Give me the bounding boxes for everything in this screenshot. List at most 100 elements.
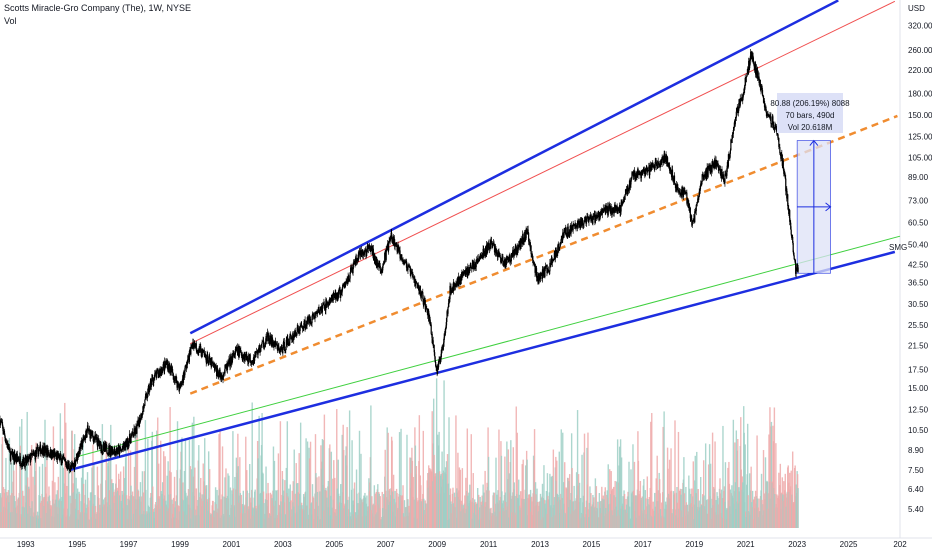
candle-body [71, 464, 73, 468]
trendline-red[interactable] [190, 0, 896, 345]
candle-body [4, 434, 6, 439]
candle-body [598, 211, 600, 218]
candle-body [294, 330, 296, 334]
candle-body [261, 341, 264, 343]
candle-body [752, 55, 754, 62]
candle-body [509, 254, 511, 261]
candle-body [736, 109, 738, 112]
volume-bar [558, 451, 560, 528]
volume-bar [387, 432, 389, 528]
volume-bar [633, 461, 636, 528]
candle-body [397, 245, 399, 253]
candle-body [525, 238, 527, 240]
candle-body [152, 377, 154, 382]
candle-body [318, 306, 320, 313]
candle-body [679, 194, 682, 196]
candle-body [576, 221, 579, 228]
candle-body [60, 454, 62, 458]
candle-body [528, 232, 530, 242]
candle-body [589, 215, 591, 219]
candle-body [456, 282, 458, 286]
candle-body [40, 449, 43, 451]
candle-body [489, 248, 491, 250]
candle-body [730, 139, 732, 151]
candle-body [3, 430, 6, 435]
candle-body [779, 147, 781, 154]
price-tick-label: 180.00 [908, 90, 932, 99]
candle-body [340, 292, 342, 298]
volume-bar [746, 423, 749, 528]
candle-body [573, 224, 575, 226]
trendlines[interactable] [69, 0, 901, 472]
volume-bar [170, 472, 172, 528]
volume-bar [748, 473, 751, 528]
price-axis[interactable]: USD 320.00 260.00 220.00 180.00 150.00 125.00… [908, 4, 932, 514]
candle-body [750, 51, 752, 57]
candle-body [685, 191, 687, 193]
candle-body [413, 276, 415, 280]
candle-body [790, 222, 792, 230]
candle-body [775, 127, 777, 130]
candle-body [599, 212, 601, 218]
measure-tool[interactable] [796, 139, 832, 274]
price-tick-label: 105.00 [908, 153, 932, 162]
candle-body [328, 301, 330, 304]
candle-body [433, 344, 435, 353]
candle-body [765, 106, 767, 112]
candle-body [749, 64, 751, 69]
volume-bar [550, 476, 553, 528]
volume-bar [412, 476, 415, 528]
candle-body [767, 114, 770, 117]
candle-body [102, 450, 104, 452]
candle-body [349, 278, 351, 281]
candle-body [147, 388, 149, 397]
volume-bar [668, 459, 671, 528]
volume-bar [333, 460, 335, 528]
candle-body [674, 183, 676, 185]
candle-body [56, 453, 58, 460]
candle-body [647, 170, 649, 172]
candle-body [728, 158, 730, 159]
volume-bar [167, 461, 169, 528]
volume-bar [176, 421, 179, 528]
candle-body [657, 160, 659, 169]
volume-bar [65, 422, 67, 528]
candle-body [615, 208, 617, 212]
trendline-channel-upper[interactable] [189, 0, 839, 335]
candle-body [755, 63, 757, 75]
trendline-median-dashed[interactable] [189, 114, 898, 395]
candle-body [430, 324, 432, 334]
candle-body [506, 258, 508, 260]
candle-body [761, 86, 763, 90]
candle-body [633, 170, 636, 172]
candle-body [262, 340, 265, 348]
trendline-green[interactable] [77, 235, 901, 458]
candle-body [277, 344, 280, 347]
candle-body [31, 453, 33, 456]
volume-bar [336, 409, 338, 528]
volume-bar [533, 429, 536, 528]
candle-body [637, 170, 639, 172]
volume-bar [218, 434, 220, 528]
volume-bar [21, 418, 23, 528]
volume-bar [257, 458, 259, 528]
candle-body [395, 243, 397, 245]
candle-body [542, 269, 544, 276]
volume-bar [232, 431, 234, 528]
candle-body [14, 453, 16, 461]
candle-body [199, 346, 201, 353]
candle-body [385, 249, 387, 260]
candle-body [691, 218, 693, 226]
candle-body [609, 206, 611, 210]
volume-bar [448, 417, 450, 528]
volume-bar [29, 459, 31, 528]
candle-body [181, 381, 183, 384]
candle-body [793, 255, 795, 260]
candle-body [566, 233, 568, 236]
trendline-channel-lower[interactable] [69, 250, 896, 472]
volume-bar [216, 489, 218, 528]
time-axis[interactable]: 1993 1995 1997 1999 2001 2003 2005 2007 2009 2011… [17, 540, 907, 549]
volume-bar [166, 475, 168, 528]
candle-body [787, 206, 789, 209]
